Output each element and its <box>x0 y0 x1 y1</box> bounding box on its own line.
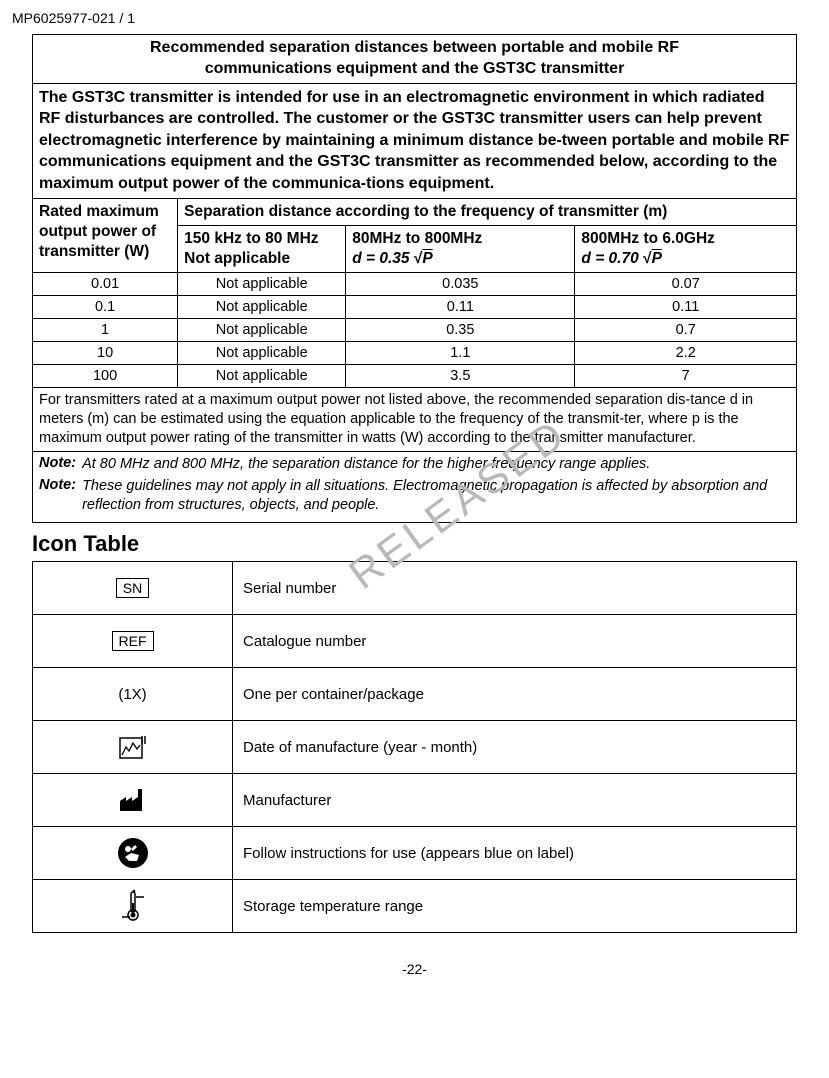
icon-desc: Manufacturer <box>233 774 797 827</box>
icon-desc: Storage temperature range <box>233 880 797 933</box>
table-notes: Note: At 80 MHz and 800 MHz, the separat… <box>33 451 797 523</box>
icon-desc: Serial number <box>233 562 797 615</box>
ref-icon: REF <box>33 615 233 668</box>
one-x-label: (1X) <box>118 686 146 703</box>
freq3-sqrt-p: P <box>652 250 662 267</box>
icon-row: SN Serial number <box>33 562 797 615</box>
cell-power: 10 <box>33 341 178 364</box>
table-row: 0.1 Not applicable 0.11 0.11 <box>33 295 797 318</box>
table-row: 100 Not applicable 3.5 7 <box>33 364 797 387</box>
sn-icon: SN <box>33 562 233 615</box>
note-label-1: Note: <box>39 455 76 474</box>
icon-row: Date of manufacture (year - month) <box>33 721 797 774</box>
freq3-formula: d = 0.70 <box>581 250 638 267</box>
cell-c1: Not applicable <box>178 318 346 341</box>
icon-desc: Date of manufacture (year - month) <box>233 721 797 774</box>
cell-c3: 0.07 <box>575 272 797 295</box>
col-header-freq2: 80MHz to 800MHz d = 0.35 √P <box>346 225 575 272</box>
cell-c2: 0.11 <box>346 295 575 318</box>
table-row: 0.01 Not applicable 0.035 0.07 <box>33 272 797 295</box>
icon-desc: Follow instructions for use (appears blu… <box>233 827 797 880</box>
page-number: -22- <box>32 961 797 977</box>
cell-c1: Not applicable <box>178 272 346 295</box>
table-intro: The GST3C transmitter is intended for us… <box>33 83 797 198</box>
col-header-power: Rated maximum output power of transmitte… <box>33 198 178 272</box>
cell-c2: 0.035 <box>346 272 575 295</box>
freq3-line1: 800MHz to 6.0GHz <box>581 230 715 247</box>
icon-row: (1X) One per container/package <box>33 668 797 721</box>
note-label-2: Note: <box>39 477 76 515</box>
cell-c2: 1.1 <box>346 341 575 364</box>
icon-row: Follow instructions for use (appears blu… <box>33 827 797 880</box>
cell-c3: 2.2 <box>575 341 797 364</box>
icon-table: SN Serial number REF Catalogue number (1… <box>32 561 797 933</box>
separation-distance-table: Recommended separation distances between… <box>32 34 797 523</box>
freq2-line1: 80MHz to 800MHz <box>352 230 482 247</box>
cell-c1: Not applicable <box>178 295 346 318</box>
icon-table-heading: Icon Table <box>32 531 797 557</box>
one-per-container-icon: (1X) <box>33 668 233 721</box>
table-title: Recommended separation distances between… <box>33 35 797 84</box>
sn-box-label: SN <box>116 578 149 598</box>
icon-row: Manufacturer <box>33 774 797 827</box>
document-id: MP6025977-021 / 1 <box>12 10 797 26</box>
cell-c3: 0.11 <box>575 295 797 318</box>
cell-c3: 0.7 <box>575 318 797 341</box>
col-header-span: Separation distance according to the fre… <box>178 198 797 225</box>
cell-power: 1 <box>33 318 178 341</box>
cell-c1: Not applicable <box>178 341 346 364</box>
table-title-line2: communications equipment and the GST3C t… <box>205 60 625 77</box>
icon-row: REF Catalogue number <box>33 615 797 668</box>
cell-c1: Not applicable <box>178 364 346 387</box>
table-row: 1 Not applicable 0.35 0.7 <box>33 318 797 341</box>
freq2-sqrt-p: P <box>422 250 432 267</box>
manufacturer-icon <box>33 774 233 827</box>
table-title-line1: Recommended separation distances between… <box>150 39 679 56</box>
table-footnote: For transmitters rated at a maximum outp… <box>33 387 797 451</box>
cell-power: 0.01 <box>33 272 178 295</box>
cell-c3: 7 <box>575 364 797 387</box>
storage-temperature-icon <box>33 880 233 933</box>
icon-desc: Catalogue number <box>233 615 797 668</box>
cell-c2: 3.5 <box>346 364 575 387</box>
freq1-line1: 150 kHz to 80 MHz <box>184 230 318 247</box>
icon-desc: One per container/package <box>233 668 797 721</box>
date-of-manufacture-icon <box>33 721 233 774</box>
freq1-line2: Not applicable <box>184 250 290 267</box>
icon-row: Storage temperature range <box>33 880 797 933</box>
freq2-formula: d = 0.35 <box>352 250 409 267</box>
table-row: 10 Not applicable 1.1 2.2 <box>33 341 797 364</box>
note-text-1: At 80 MHz and 800 MHz, the separation di… <box>82 455 790 474</box>
follow-instructions-icon <box>33 827 233 880</box>
ref-box-label: REF <box>112 631 154 651</box>
col-header-freq1: 150 kHz to 80 MHz Not applicable <box>178 225 346 272</box>
note-text-2: These guidelines may not apply in all si… <box>82 477 790 515</box>
col-header-freq3: 800MHz to 6.0GHz d = 0.70 √P <box>575 225 797 272</box>
cell-c2: 0.35 <box>346 318 575 341</box>
cell-power: 100 <box>33 364 178 387</box>
cell-power: 0.1 <box>33 295 178 318</box>
